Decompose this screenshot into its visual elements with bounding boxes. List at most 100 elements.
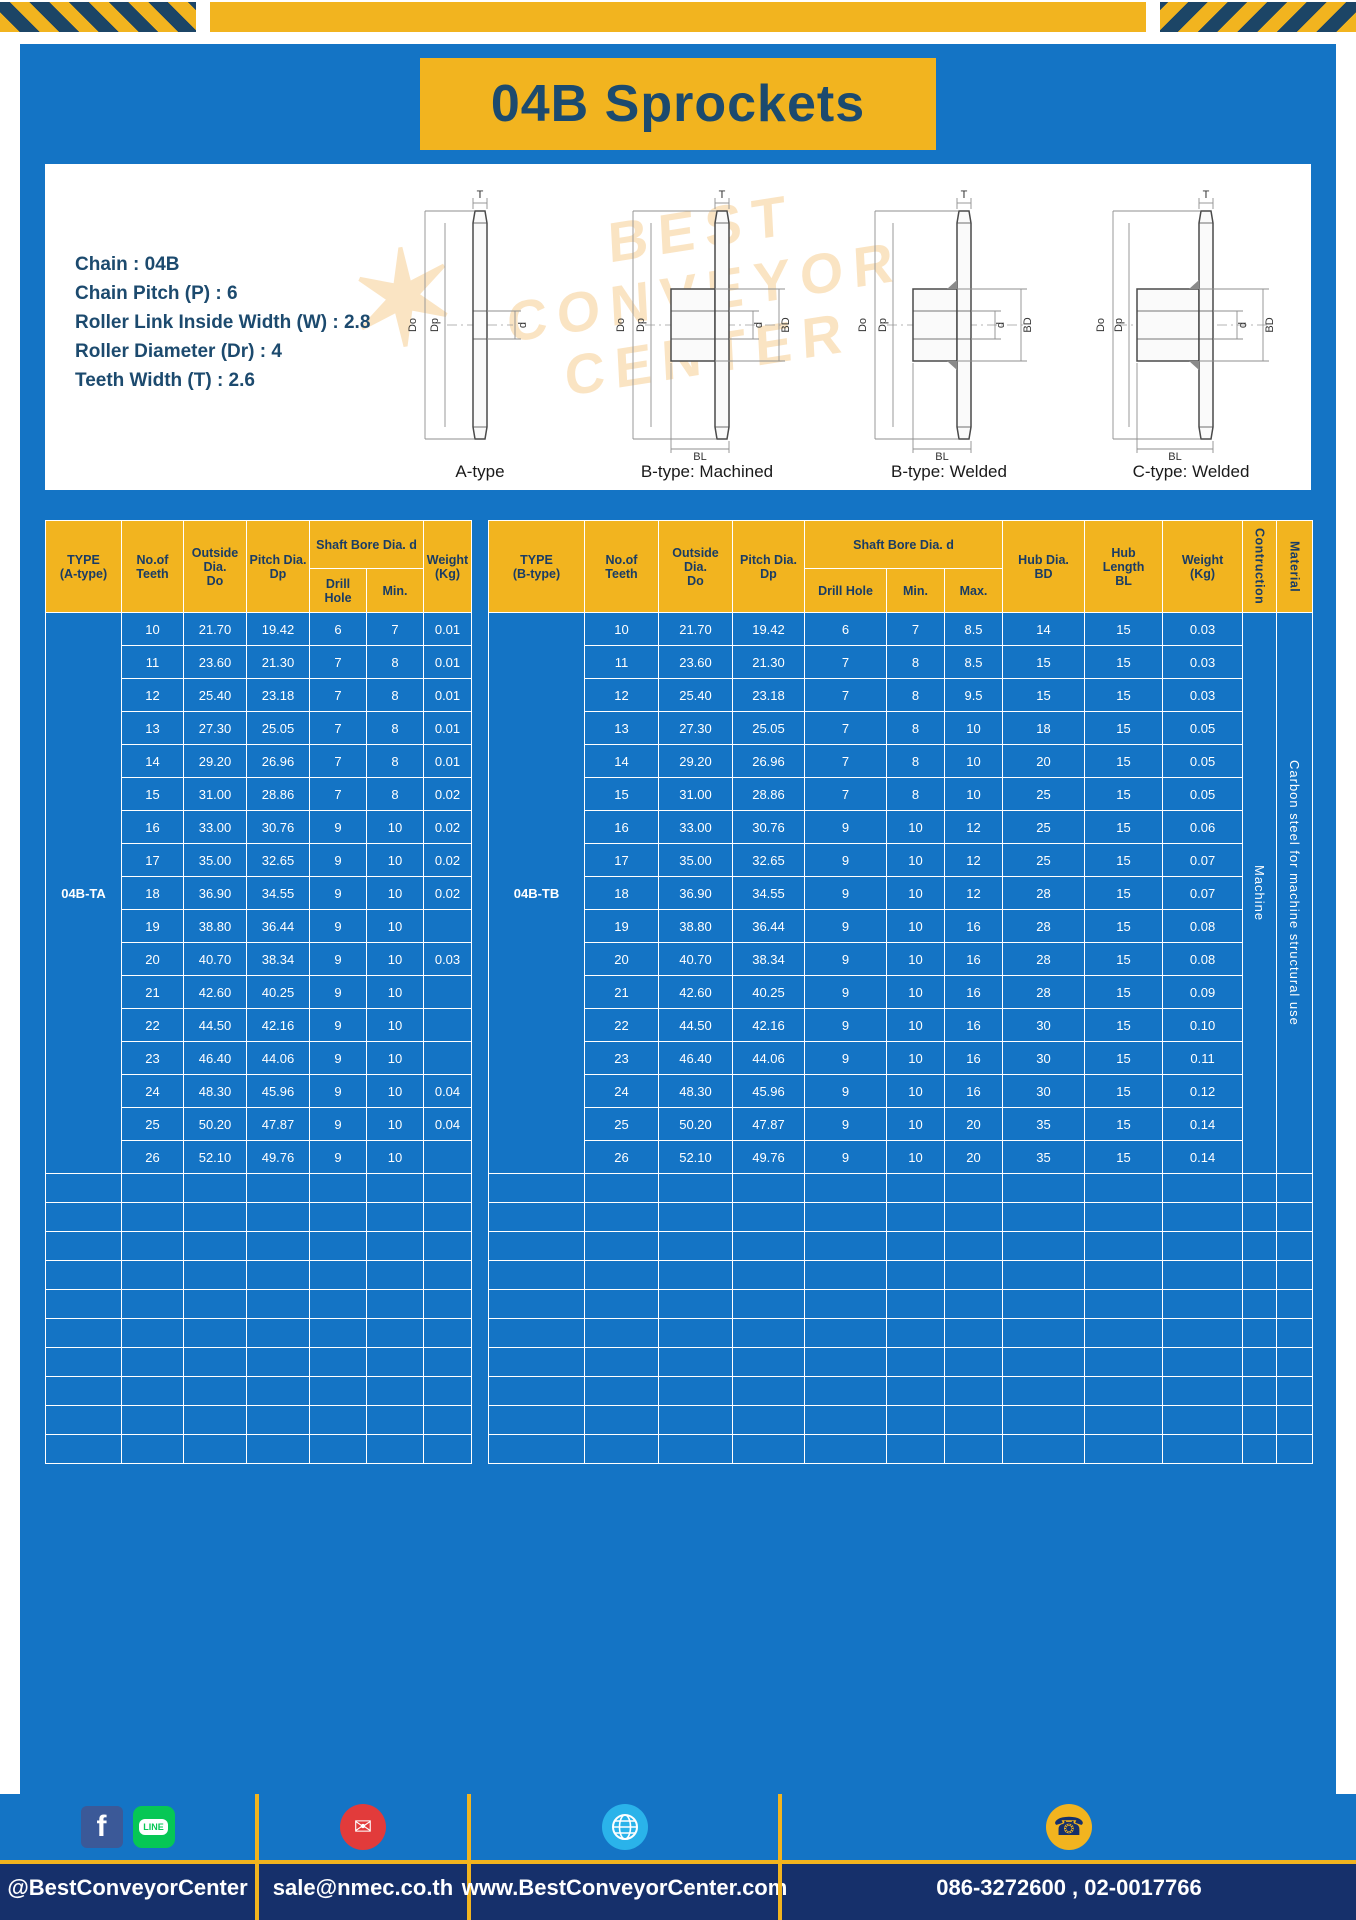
- email-icon[interactable]: ✉: [340, 1804, 386, 1850]
- empty-cell: [1084, 1405, 1164, 1435]
- cell-teeth: 21: [584, 975, 659, 1009]
- th-teeth: No.of Teeth: [121, 520, 184, 613]
- globe-glyph: [611, 1814, 638, 1840]
- line-icon[interactable]: LINE: [132, 1806, 175, 1848]
- empty-cell: [943, 1434, 1004, 1464]
- empty-cell: [488, 1231, 585, 1261]
- cell-weight: [423, 975, 472, 1009]
- cell-min: 10: [366, 810, 424, 844]
- empty-cell: [488, 1405, 585, 1435]
- table-row: 18 36.90 34.55 9 10 0.02: [46, 876, 472, 910]
- empty-cell: [183, 1173, 247, 1203]
- cell-drill-hole: 7: [804, 645, 887, 679]
- hazard-solid: [210, 2, 1146, 32]
- empty-cell: [943, 1202, 1004, 1232]
- cell-min: 10: [886, 1074, 945, 1108]
- empty-cell: [584, 1318, 659, 1348]
- spec-line: Roller Diameter (Dr) : 4: [75, 341, 282, 362]
- phone-icon[interactable]: ☎: [1046, 1804, 1092, 1850]
- footer-email-section: ✉ sale@nmec.co.th: [255, 1794, 467, 1920]
- cell-min: 10: [886, 1140, 945, 1174]
- empty-cell: [1276, 1173, 1314, 1203]
- b-type-table-header: TYPE (B-type) No.of Teeth Outside Dia. D…: [488, 520, 1314, 613]
- cell-outside-dia: 33.00: [658, 810, 733, 844]
- footer-email[interactable]: sale@nmec.co.th: [272, 1875, 454, 1900]
- spec-line: Chain Pitch (P) : 6: [75, 283, 238, 304]
- th-pitch-dia: Pitch Dia. Dp: [732, 520, 805, 613]
- cell-hub-length: 15: [1084, 1074, 1164, 1108]
- cell-hub-length: 15: [1084, 777, 1164, 811]
- cell-outside-dia: 52.10: [658, 1140, 733, 1174]
- th-drill-hole: Drill Hole: [804, 568, 887, 613]
- cell-weight: 0.01: [423, 711, 472, 745]
- table-row: 26 52.10 49.76 9 10 20 35 15 0.14: [489, 1140, 1313, 1174]
- cell-outside-dia: 52.10: [183, 1140, 247, 1174]
- table-row: 19 38.80 36.44 9 10: [46, 909, 472, 943]
- facebook-icon[interactable]: f: [80, 1806, 123, 1848]
- th-type: TYPE (A-type): [45, 520, 122, 613]
- empty-cell: [658, 1347, 733, 1377]
- cell-teeth: 12: [584, 678, 659, 712]
- empty-cell: [804, 1231, 887, 1261]
- cell-teeth: 22: [584, 1008, 659, 1042]
- cell-weight: 0.03: [423, 942, 472, 976]
- empty-cell: [804, 1260, 887, 1290]
- cell-pitch-dia: 23.18: [246, 678, 310, 712]
- th-outside-dia: Outside Dia. Do: [183, 520, 247, 613]
- cell-weight: 0.07: [1162, 843, 1244, 877]
- cell-teeth: 11: [121, 645, 184, 679]
- cell-drill-hole: 9: [804, 1140, 887, 1174]
- empty-cell: [732, 1347, 805, 1377]
- cell-hub-dia: 25: [1002, 810, 1086, 844]
- th-drill-hole: Drill Hole: [309, 568, 367, 613]
- empty-cell: [366, 1231, 424, 1261]
- empty-cell: [423, 1376, 472, 1406]
- empty-cell: [183, 1347, 247, 1377]
- empty-row: [488, 1318, 1314, 1348]
- cell-weight: 0.08: [1162, 909, 1244, 943]
- cell-pitch-dia: 34.55: [246, 876, 310, 910]
- a-type-table: TYPE (A-type) No.of Teeth Outside Dia. D…: [45, 520, 472, 1464]
- cell-max: 10: [943, 711, 1004, 745]
- cell-hub-length: 15: [1084, 1107, 1164, 1141]
- footer-social-handle[interactable]: @BestConveyorCenter: [7, 1875, 248, 1900]
- empty-cell: [1002, 1318, 1086, 1348]
- empty-cell: [732, 1231, 805, 1261]
- cell-pitch-dia: 40.25: [246, 975, 310, 1009]
- cell-max: 12: [943, 810, 1004, 844]
- cell-teeth: 24: [121, 1074, 184, 1108]
- cell-hub-length: 15: [1084, 876, 1164, 910]
- empty-cell: [1002, 1347, 1086, 1377]
- empty-cell: [45, 1202, 122, 1232]
- cell-outside-dia: 46.40: [183, 1041, 247, 1075]
- table-row: 24 48.30 45.96 9 10 0.04: [46, 1074, 472, 1108]
- empty-cell: [804, 1318, 887, 1348]
- cell-pitch-dia: 30.76: [246, 810, 310, 844]
- hazard-stripes-right: [1160, 2, 1356, 32]
- cell-teeth: 18: [121, 876, 184, 910]
- cell-drill-hole: 9: [309, 1008, 367, 1042]
- a-type-diagram: T Do Dp d: [407, 189, 529, 440]
- dim-label-d: d: [1237, 322, 1249, 328]
- figure-b-type-machined: T Do Dp d BD: [607, 189, 807, 482]
- cell-teeth: 13: [584, 711, 659, 745]
- empty-cell: [1002, 1434, 1086, 1464]
- cell-min: 10: [366, 942, 424, 976]
- empty-cell: [183, 1318, 247, 1348]
- empty-cell: [488, 1376, 585, 1406]
- empty-cell: [943, 1289, 1004, 1319]
- dim-label-bl: BL: [1168, 451, 1181, 461]
- dim-label-bd: BD: [1264, 317, 1276, 332]
- cell-drill-hole: 7: [804, 678, 887, 712]
- cell-max: 9.5: [943, 678, 1004, 712]
- empty-cell: [246, 1260, 310, 1290]
- table-row: 04B-TA 10 21.70 19.42 6 7 0.01: [45, 612, 472, 1174]
- footer-website[interactable]: www.BestConveyorCenter.com: [461, 1875, 788, 1900]
- empty-cell: [1276, 1289, 1314, 1319]
- footer-phone-numbers[interactable]: 086-3272600 , 02-0017766: [936, 1875, 1202, 1900]
- empty-row: [488, 1289, 1314, 1319]
- globe-icon[interactable]: [601, 1804, 648, 1850]
- cell-pitch-dia: 40.25: [732, 975, 805, 1009]
- cell-weight: 0.12: [1162, 1074, 1244, 1108]
